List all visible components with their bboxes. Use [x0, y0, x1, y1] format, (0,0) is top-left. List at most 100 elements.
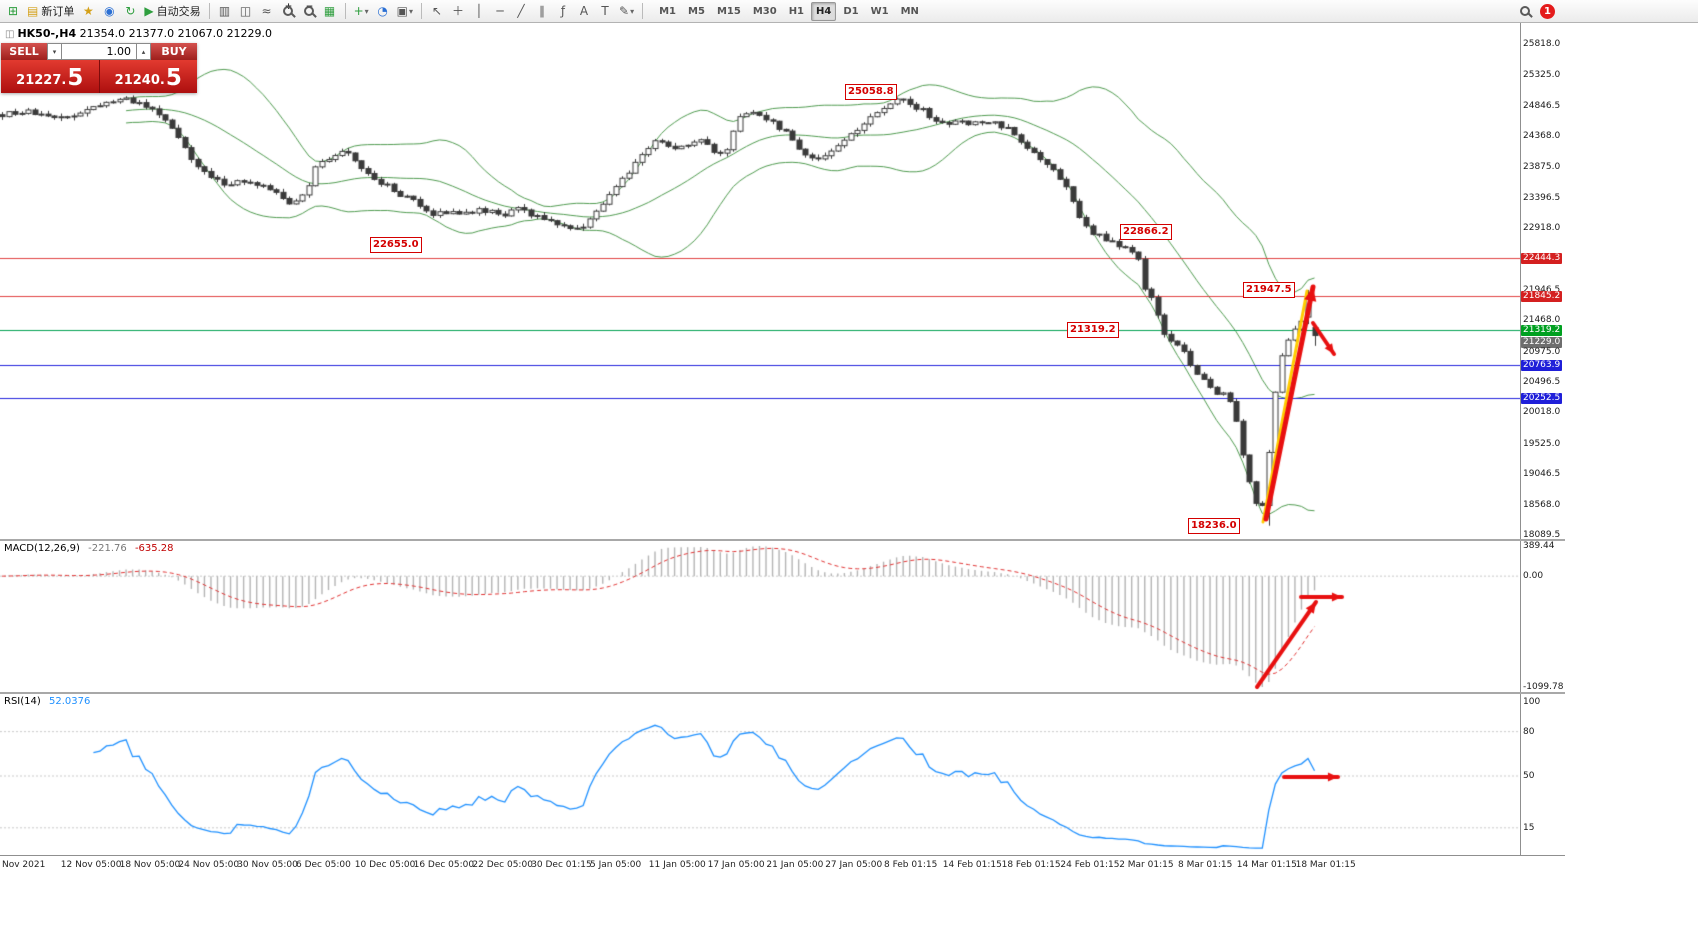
draw-tools-button[interactable]: ✎ ▾ [616, 1, 637, 21]
price-axis-label: 20496.5 [1523, 377, 1561, 388]
new-chart-button[interactable]: ⊞ [3, 1, 23, 21]
sell-price-display[interactable]: 21227. 5 [1, 60, 100, 93]
price-annotation[interactable]: 22866.2 [1120, 223, 1172, 240]
new-chart-icon: ⊞ [7, 4, 19, 18]
toolbar-right-group: 1 [1515, 1, 1555, 21]
price-axis-label: 20763.9 [1521, 360, 1563, 372]
chart-grid-button[interactable]: ▦ [320, 1, 340, 21]
line-chart-icon: ≈ [261, 4, 272, 18]
timeframe-button-mn[interactable]: MN [900, 5, 919, 17]
auto-trading-label: 自动交易 [156, 5, 201, 18]
volume-input[interactable] [62, 43, 136, 60]
bar-chart-button[interactable]: ▥ [215, 1, 235, 21]
time-axis-label: 8 Mar 01:15 [1178, 860, 1233, 870]
zoom-out-icon [303, 6, 314, 16]
rsi-axis-label: 50 [1523, 771, 1535, 781]
price-annotation[interactable]: 22655.0 [370, 236, 422, 253]
sell-button[interactable]: SELL [1, 43, 47, 60]
trendline-button[interactable]: ╱ [511, 1, 531, 21]
timeframe-button-m5[interactable]: M5 [688, 5, 705, 17]
timeframe-toolbar: M1 M5 M15 M30 H1 H4 D1 W1 MN [654, 1, 924, 21]
macd-indicator-chart[interactable] [0, 541, 1520, 692]
volume-increase-button[interactable]: ▴ [136, 43, 151, 60]
period-clock-button[interactable]: ◔ [373, 1, 393, 21]
macd-signal-value: -635.28 [134, 543, 174, 554]
clock-icon: ◔ [377, 4, 388, 18]
text-icon: A [579, 4, 589, 18]
timeframe-button-m1[interactable]: M1 [659, 5, 677, 17]
price-annotation[interactable]: 25058.8 [845, 84, 897, 101]
vertical-line-button[interactable]: │ [469, 1, 489, 21]
macd-axis-label: 389.44 [1523, 541, 1555, 551]
candle-chart-button[interactable]: ◫ [236, 1, 256, 21]
price-axis-label: 22444.3 [1521, 253, 1563, 265]
time-axis-label: 14 Feb 01:15 [942, 860, 1002, 870]
community-button[interactable]: ★ [78, 1, 98, 21]
price-axis-label: 21319.2 [1521, 324, 1563, 336]
price-axis-label: 24368.0 [1523, 131, 1561, 142]
crosshair-button[interactable]: ＋ [448, 1, 468, 21]
label-icon: T [601, 4, 609, 18]
timeframe-button-m15[interactable]: M15 [716, 5, 741, 17]
one-click-trading-panel: SELL ▾ ▴ BUY 21227.5 21240.5 [1, 43, 197, 93]
time-axis-label: 14 Mar 01:15 [1236, 860, 1297, 870]
time-axis-label: 6 Dec 05:00 [296, 860, 351, 870]
text-button[interactable]: A [574, 1, 594, 21]
channel-button[interactable]: ∥ [532, 1, 552, 21]
price-axis-divider[interactable] [1520, 23, 1521, 855]
profile-button[interactable]: ◉ [99, 1, 119, 21]
price-axis-label: 23875.0 [1523, 162, 1561, 173]
fibonacci-button[interactable]: ƒ [553, 1, 573, 21]
notification-badge[interactable]: 1 [1540, 3, 1555, 19]
time-axis-label: 16 Dec 05:00 [413, 860, 475, 870]
new-order-button[interactable]: ▤ 新订单 [24, 1, 77, 21]
auto-trading-button[interactable]: ▶ 自动交易 [141, 1, 203, 21]
price-annotation[interactable]: 21947.5 [1243, 281, 1295, 298]
chart-grid-icon: ▦ [323, 4, 336, 18]
panel-resize-separator[interactable] [0, 539, 1565, 541]
price-annotation[interactable]: 18236.0 [1188, 517, 1240, 534]
time-axis-label: Nov 2021 [2, 860, 46, 870]
timeframe-button-w1[interactable]: W1 [870, 5, 889, 17]
rsi-name: RSI(14) [4, 696, 41, 707]
candlestick-chart[interactable] [0, 23, 1520, 539]
zoom-in-button[interactable]: + [278, 1, 298, 21]
timeframe-button-h1[interactable]: H1 [788, 5, 805, 17]
timeframe-button-d1[interactable]: D1 [843, 5, 859, 17]
time-axis-label: 12 Nov 05:00 [60, 860, 122, 870]
profile-icon: ◉ [104, 4, 115, 18]
time-axis[interactable]: Nov 2021 12 Nov 05:00 18 Nov 05:00 24 Nov 0… [0, 855, 1565, 876]
auto-trading-icon: ▶ [144, 4, 154, 18]
template-icon: ▣ [396, 4, 408, 18]
price-axis-label: 18089.5 [1523, 530, 1561, 540]
zoom-out-button[interactable]: − [299, 1, 319, 21]
rsi-axis-label: 100 [1523, 697, 1541, 707]
volume-decrease-button[interactable]: ▾ [47, 43, 62, 60]
timeframe-button-h4[interactable]: H4 [811, 1, 837, 21]
horizontal-line-button[interactable]: ─ [490, 1, 510, 21]
indicators-button[interactable]: + ▾ [351, 1, 372, 21]
label-button[interactable]: T [595, 1, 615, 21]
time-axis-label: 2 Mar 01:15 [1119, 860, 1174, 870]
price-axis-label: 22918.0 [1523, 223, 1561, 234]
refresh-button[interactable]: ↻ [120, 1, 140, 21]
rsi-indicator-chart[interactable] [0, 694, 1520, 855]
buy-price-display[interactable]: 21240. 5 [99, 60, 197, 93]
indicator-plus-icon: + [353, 4, 364, 18]
cursor-button[interactable]: ↖ [427, 1, 447, 21]
line-chart-button[interactable]: ≈ [257, 1, 277, 21]
panel-resize-separator[interactable] [0, 692, 1565, 694]
price-axis-label: 25818.0 [1523, 39, 1561, 49]
timeframe-button-m30[interactable]: M30 [752, 5, 777, 17]
template-button[interactable]: ▣ ▾ [394, 1, 416, 21]
rsi-axis-label: 15 [1523, 822, 1535, 833]
time-axis-label: 18 Mar 01:15 [1295, 860, 1356, 870]
chevron-down-icon: ▾ [630, 6, 635, 16]
macd-main-value: -221.76 [88, 543, 127, 554]
new-order-label: 新订单 [41, 5, 75, 18]
search-button[interactable] [1515, 1, 1535, 21]
refresh-icon: ↻ [125, 4, 136, 18]
buy-button[interactable]: BUY [151, 43, 197, 60]
price-axis-label: 25325.0 [1523, 70, 1561, 81]
price-annotation[interactable]: 21319.2 [1067, 321, 1119, 338]
